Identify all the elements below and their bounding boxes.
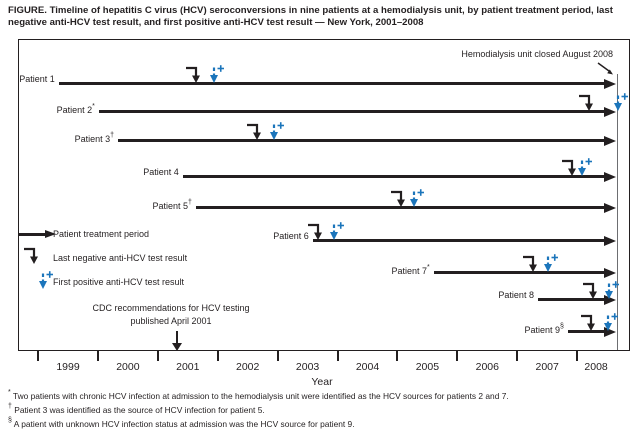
patient-treatment-line bbox=[58, 82, 604, 85]
x-axis-title: Year bbox=[311, 376, 333, 388]
axis-year-label: 2005 bbox=[415, 361, 440, 373]
axis-year-label: 2002 bbox=[236, 361, 260, 373]
last-negative-marker-icon bbox=[578, 314, 598, 334]
footnote: § A patient with unknown HCV infection s… bbox=[8, 417, 355, 429]
treatment-arrowhead-icon bbox=[604, 268, 616, 278]
treatment-arrowhead-icon bbox=[604, 327, 616, 337]
patient-label: Patient 9§ bbox=[524, 323, 564, 335]
axis-tick bbox=[456, 351, 459, 361]
last-negative-marker-icon bbox=[21, 247, 41, 270]
plot-area: Hemodialysis unit closed August 2008 Pat… bbox=[18, 39, 630, 351]
patient-treatment-line bbox=[433, 271, 604, 274]
axis-tick bbox=[156, 351, 159, 361]
first-positive-marker-icon bbox=[604, 280, 624, 300]
footnote: † Patient 3 was identified as the source… bbox=[8, 403, 265, 415]
axis-tick bbox=[216, 351, 219, 361]
patient-label: Patient 3† bbox=[74, 132, 115, 144]
first-positive-marker-icon bbox=[209, 64, 229, 84]
axis-tick bbox=[396, 351, 399, 361]
axis-tick bbox=[96, 351, 99, 361]
patient-treatment-line bbox=[118, 139, 604, 142]
axis-year-label: 2008 bbox=[584, 361, 608, 373]
axis-year-label: 2000 bbox=[116, 361, 140, 373]
first-positive-marker-icon bbox=[269, 121, 289, 141]
treatment-arrowhead-icon bbox=[604, 295, 616, 305]
axis-year-label: 2006 bbox=[475, 361, 499, 373]
first-positive-marker-icon bbox=[613, 92, 633, 112]
patient-label: Patient 2* bbox=[56, 103, 95, 115]
treatment-arrowhead-icon bbox=[604, 172, 616, 182]
first-positive-marker-icon bbox=[38, 270, 58, 295]
patient-label: Patient 6 bbox=[273, 231, 309, 241]
treatment-arrowhead-icon bbox=[604, 107, 616, 117]
patient-treatment-line bbox=[537, 298, 604, 301]
treatment-arrowhead-icon bbox=[604, 136, 616, 146]
last-negative-marker-icon bbox=[183, 66, 203, 86]
patient-label: Patient 4 bbox=[143, 167, 179, 177]
legend-treatment-label: Patient treatment period bbox=[53, 229, 150, 239]
axis-tick bbox=[37, 351, 39, 361]
patient-treatment-line bbox=[182, 175, 604, 178]
axis-year-label: 1999 bbox=[56, 361, 80, 373]
treatment-arrowhead-icon bbox=[604, 203, 616, 213]
treatment-period-line-icon bbox=[19, 233, 45, 236]
axis-tick bbox=[276, 351, 279, 361]
axis-tick bbox=[576, 351, 579, 361]
cdc-arrow-line bbox=[176, 331, 178, 344]
cdc-arrow-head-icon bbox=[172, 343, 182, 351]
cdc-note: CDC recommendations for HCV testing publ… bbox=[61, 302, 281, 327]
last-negative-marker-icon bbox=[388, 190, 408, 210]
first-positive-marker-icon bbox=[329, 221, 349, 241]
figure-title: FIGURE. Timeline of hepatitis C virus (H… bbox=[8, 5, 613, 28]
last-negative-marker-icon bbox=[576, 94, 596, 114]
last-negative-marker-icon bbox=[244, 123, 264, 143]
legend-first-positive-label: First positive anti-HCV test result bbox=[53, 277, 185, 287]
axis-tick bbox=[336, 351, 339, 361]
legend-last-negative-label: Last negative anti-HCV test result bbox=[53, 253, 188, 263]
axis-year-label: 2004 bbox=[355, 361, 380, 373]
cdc-note-line2: published April 2001 bbox=[130, 315, 212, 326]
last-negative-marker-icon bbox=[580, 282, 600, 302]
treatment-period-arrowhead-icon bbox=[45, 229, 56, 238]
patient-label: Patient 8 bbox=[498, 290, 534, 300]
first-positive-marker-icon bbox=[603, 312, 623, 332]
treatment-arrowhead-icon bbox=[604, 236, 616, 246]
unit-closed-annotation: Hemodialysis unit closed August 2008 bbox=[461, 49, 613, 59]
patient-treatment-line bbox=[98, 110, 604, 113]
patient-label: Patient 5† bbox=[152, 199, 192, 211]
patient-label: Patient 7* bbox=[391, 264, 430, 276]
footnotes: * Two patients with chronic HCV infectio… bbox=[8, 388, 638, 430]
axis-year-label: 2001 bbox=[176, 361, 200, 373]
last-negative-marker-icon bbox=[305, 223, 325, 243]
first-positive-marker-icon bbox=[577, 157, 597, 177]
axis-year-label: 2007 bbox=[535, 361, 559, 373]
last-negative-marker-icon bbox=[520, 255, 540, 275]
cdc-note-line1: CDC recommendations for HCV testing bbox=[92, 303, 250, 313]
patient-treatment-line bbox=[195, 206, 604, 209]
footnote: * Two patients with chronic HCV infectio… bbox=[8, 389, 509, 401]
axis-year-label: 2003 bbox=[295, 361, 320, 373]
annotation-arrow-icon bbox=[597, 62, 613, 75]
first-positive-marker-icon bbox=[409, 188, 429, 208]
unit-closure-line bbox=[617, 74, 618, 350]
patient-label: Patient 1 bbox=[19, 74, 55, 84]
first-positive-marker-icon bbox=[543, 253, 563, 273]
patient-treatment-line bbox=[567, 330, 604, 333]
treatment-arrowhead-icon bbox=[604, 79, 616, 89]
axis-tick bbox=[516, 351, 519, 361]
last-negative-marker-icon bbox=[559, 159, 579, 179]
patient-treatment-line bbox=[312, 239, 604, 242]
